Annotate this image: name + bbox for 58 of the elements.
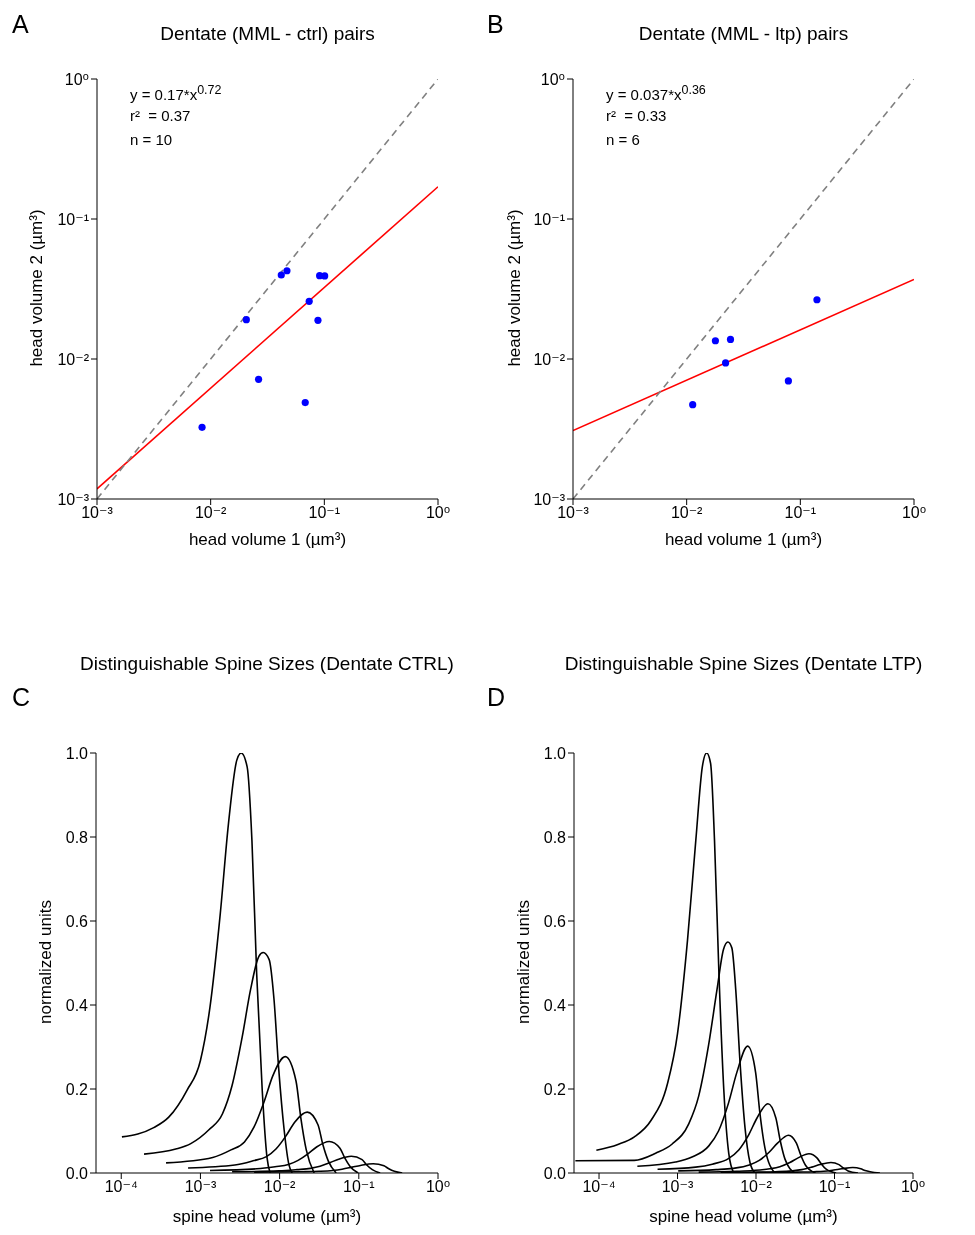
annotation: n = 10 [130,131,173,148]
x-tick-label: 10⁰ [900,1178,926,1196]
x-tick-label: 10⁻³ [557,504,590,522]
annotation: r² = 0.37 [130,107,191,124]
x-tick-label: 10⁰ [901,504,927,522]
y-tick-label: 0.2 [543,1080,567,1098]
x-tick-label: 10⁻¹ [784,504,817,522]
y-axis-title: head volume 2 (µm³) [505,208,525,369]
y-tick-label: 0.8 [543,828,567,846]
text: A [12,10,29,39]
y-tick-label: 0.6 [543,912,567,930]
annotation: y = 0.037*x$^{0.36}$ [606,83,706,103]
x-tick-label: 10⁻³ [184,1178,217,1196]
x-tick-label: 10⁻² [263,1178,297,1196]
x-axis-title: head volume 1 (µm³) [187,530,348,550]
y-axis-title: normalized units [514,899,534,1026]
chart-title: Distinguishable Spine Sizes (Dentate CTRL) [80,653,454,674]
annotation: n = 6 [606,131,640,148]
y-tick-label: 1.0 [543,744,567,762]
x-tick-label: 10⁻³ [661,1178,694,1196]
y-tick-label: 10⁻² [57,350,90,368]
y-tick-label: 0.4 [65,996,89,1014]
chart-title: Dentate (MML - ltp) pairs [638,23,849,44]
x-tick-label: 10⁻¹ [818,1178,851,1196]
y-axis-title: head volume 2 (µm³) [27,208,47,369]
y-tick-label: 0.8 [65,828,89,846]
x-axis-title: spine head volume (µm³) [648,1207,839,1227]
x-tick-label: 10⁻⁴ [582,1178,616,1196]
y-tick-label: 1.0 [65,744,89,762]
y-tick-label: 0.2 [65,1080,89,1098]
x-tick-label: 10⁻³ [81,504,114,522]
y-tick-label: 10⁻¹ [533,210,565,228]
x-axis-title: spine head volume (µm³) [171,1207,363,1227]
annotation: y = 0.17*x$^{0.72}$ [130,83,222,103]
text: D [487,683,506,712]
y-tick-label: 10⁻¹ [57,210,89,228]
annotation: r² = 0.33 [606,107,667,124]
y-axis-title: normalized units [36,899,56,1026]
y-tick-label: 0.4 [543,996,567,1014]
y-tick-label: 10⁰ [540,70,565,88]
x-tick-label: 10⁻² [670,504,704,522]
x-tick-label: 10⁻⁴ [104,1178,138,1196]
x-tick-label: 10⁰ [425,504,451,522]
y-tick-label: 10⁻² [533,350,566,368]
chart-title: Dentate (MML - ctrl) pairs [160,23,375,44]
chart-title: Distinguishable Spine Sizes (Dentate LTP) [564,653,923,674]
x-tick-label: 10⁻¹ [343,1178,375,1196]
y-tick-label: 10⁰ [64,70,89,88]
y-tick-label: 0.6 [65,912,89,930]
x-tick-label: 10⁻¹ [308,504,341,522]
text: C [12,683,31,712]
x-axis-title: head volume 1 (µm³) [663,530,824,550]
y-tick-label: 0.0 [543,1164,567,1182]
x-tick-label: 10⁻² [740,1178,773,1196]
y-tick-label: 0.0 [65,1164,89,1182]
x-tick-label: 10⁰ [425,1178,451,1196]
x-tick-label: 10⁻² [194,504,228,522]
text: B [487,10,504,39]
